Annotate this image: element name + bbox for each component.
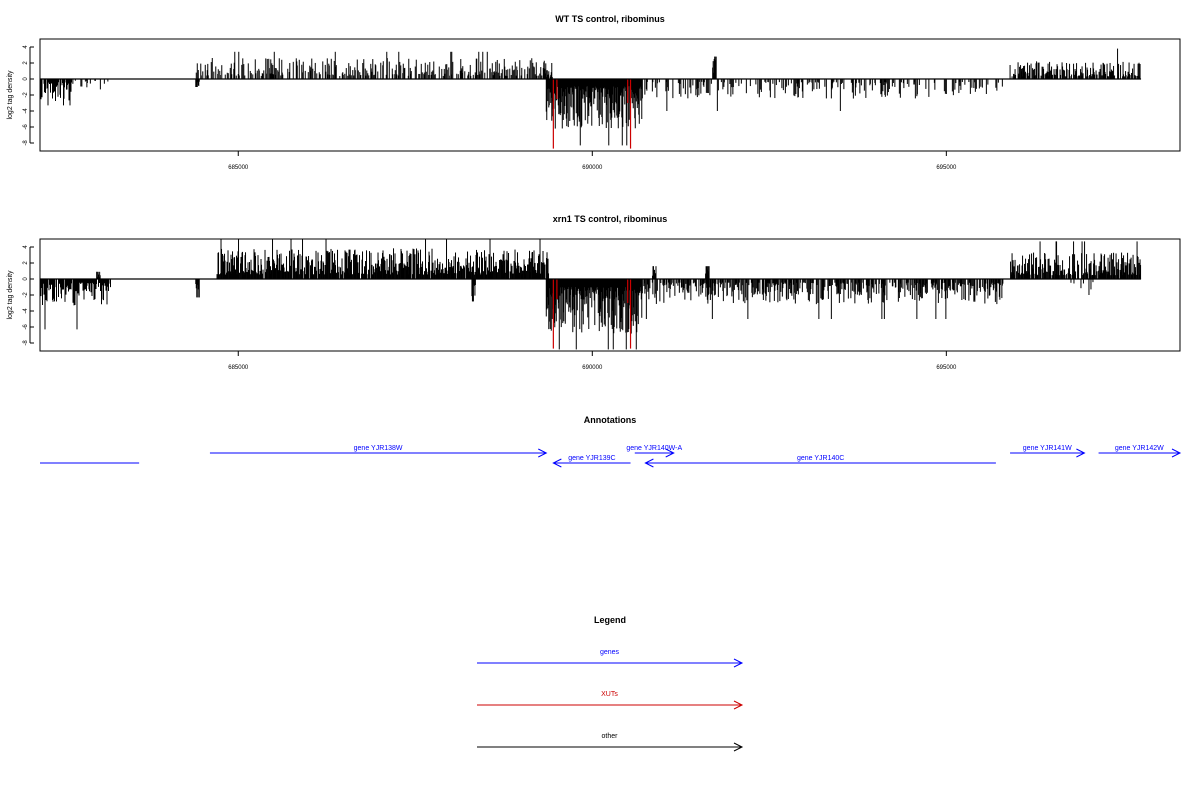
axes-group: 4 2 0 -2 -4 -6 -8 685000 690000 695000: [23, 45, 957, 171]
gene-arrowhead: [1171, 448, 1182, 458]
y-tick-label: -4: [23, 308, 29, 314]
legend-arrowhead: [733, 658, 744, 668]
legend: Legend genes XUTs other: [477, 615, 744, 752]
y-tick-label: 0: [23, 277, 29, 281]
x-tick-label: 685000: [228, 165, 249, 171]
gene-label: gene YJR141W: [1023, 445, 1072, 452]
y-tick-label: 2: [23, 261, 29, 265]
y-tick-label: 4: [23, 45, 29, 49]
y-tick-label: -2: [23, 292, 29, 298]
panel-title: xrn1 TS control, ribominus: [553, 214, 668, 224]
track-panel-wt: WT TS control, ribominus log2 tag densit…: [7, 14, 1181, 171]
y-tick-label: -8: [23, 340, 29, 346]
x-tick-label: 695000: [936, 165, 957, 171]
legend-label: genes: [600, 649, 620, 656]
gene-arrowhead: [552, 458, 562, 468]
y-axis-label: log2 tag density: [7, 270, 14, 320]
y-axis-label: log2 tag density: [7, 70, 14, 120]
x-tick-label: 685000: [228, 365, 249, 371]
legend-label: XUTs: [601, 691, 618, 698]
gene-label: gene YJR139C: [568, 455, 615, 462]
panel-title: WT TS control, ribominus: [555, 14, 665, 24]
x-tick-label: 695000: [936, 365, 957, 371]
gene-arrowhead: [665, 448, 675, 458]
gene-label: gene YJR140C: [797, 455, 844, 462]
gene-label: gene YJR142W: [1115, 445, 1164, 452]
y-tick-label: 0: [23, 77, 29, 81]
gene-arrowhead: [644, 458, 654, 468]
y-tick-label: -8: [23, 140, 29, 146]
legend-items: genes XUTs other: [477, 649, 744, 752]
annotations-title: Annotations: [584, 415, 637, 425]
y-tick-label: -6: [23, 324, 29, 330]
gene-label: gene YJR140W-A: [626, 445, 682, 452]
gene-arrowhead: [538, 448, 548, 458]
y-tick-label: -4: [23, 108, 29, 114]
x-tick-label: 690000: [582, 165, 603, 171]
axes-group: 4 2 0 -2 -4 -6 -8 685000 690000 695000: [23, 245, 957, 371]
bar-group: [40, 239, 1142, 350]
y-tick-label: 2: [23, 61, 29, 65]
legend-arrowhead: [733, 700, 744, 710]
legend-label: other: [602, 733, 619, 740]
y-tick-label: -2: [23, 92, 29, 98]
x-tick-label: 690000: [582, 365, 603, 371]
legend-title: Legend: [594, 615, 626, 625]
legend-arrowhead: [733, 742, 744, 752]
bar-group: [39, 48, 1142, 149]
gene-label: gene YJR138W: [354, 445, 403, 452]
y-tick-label: -6: [23, 124, 29, 130]
y-tick-label: 4: [23, 245, 29, 249]
track-panel-xrn1: xrn1 TS control, ribominus log2 tag dens…: [7, 214, 1181, 371]
feature-group: gene YJR138W gene YJR139C gene YJR140W-A ge…: [40, 445, 1182, 468]
gene-arrowhead: [1076, 448, 1086, 458]
